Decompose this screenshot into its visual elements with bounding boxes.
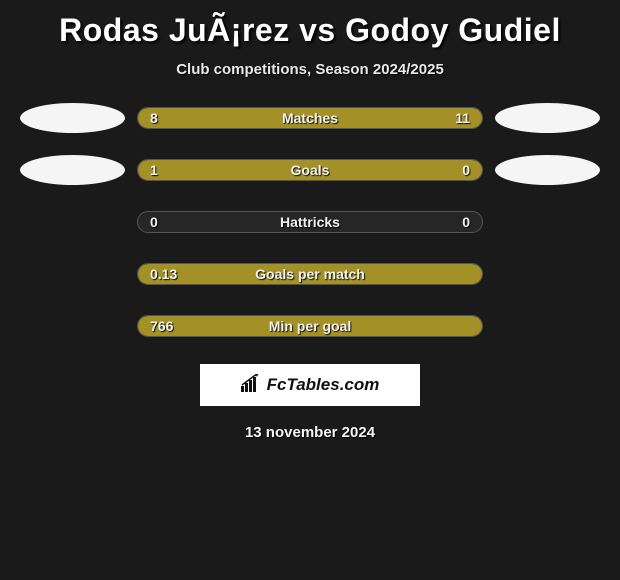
stat-value-left: 766 bbox=[150, 318, 173, 334]
stat-row: 1 0 Goals bbox=[0, 158, 620, 182]
stat-row: 766 Min per goal bbox=[0, 314, 620, 338]
player-left-marker bbox=[20, 103, 125, 133]
stat-row: 8 11 Matches bbox=[0, 106, 620, 130]
stats-section: 8 11 Matches 1 0 Goals 0 0 Hattricks 0.13 Goals pe… bbox=[0, 106, 620, 338]
stat-value-right: 11 bbox=[455, 110, 470, 126]
stat-label: Goals bbox=[291, 162, 330, 178]
player-left-marker bbox=[20, 155, 125, 185]
stat-label: Goals per match bbox=[255, 266, 365, 282]
stat-bar: 0 0 Hattricks bbox=[137, 211, 483, 233]
stat-row: 0 0 Hattricks bbox=[0, 210, 620, 234]
bar-fill-left bbox=[138, 160, 413, 180]
stat-value-left: 8 bbox=[150, 110, 158, 126]
stat-value-right: 0 bbox=[462, 162, 470, 178]
comparison-card: Rodas JuÃ¡rez vs Godoy Gudiel Club compe… bbox=[0, 0, 620, 441]
date-label: 13 november 2024 bbox=[0, 424, 620, 441]
branding-text: FcTables.com bbox=[267, 375, 380, 395]
stat-bar: 0.13 Goals per match bbox=[137, 263, 483, 285]
bar-fill-left bbox=[138, 108, 282, 128]
branding-inner: FcTables.com bbox=[241, 374, 380, 397]
branding-badge[interactable]: FcTables.com bbox=[200, 364, 420, 406]
stat-label: Hattricks bbox=[280, 214, 340, 230]
subtitle: Club competitions, Season 2024/2025 bbox=[0, 61, 620, 78]
stat-bar: 1 0 Goals bbox=[137, 159, 483, 181]
stat-value-left: 0 bbox=[150, 214, 158, 230]
player-right-marker bbox=[495, 103, 600, 133]
stat-bar: 766 Min per goal bbox=[137, 315, 483, 337]
page-title: Rodas JuÃ¡rez vs Godoy Gudiel bbox=[0, 4, 620, 55]
chart-icon bbox=[241, 374, 263, 397]
stat-bar: 8 11 Matches bbox=[137, 107, 483, 129]
bar-fill-right bbox=[413, 160, 482, 180]
stat-label: Min per goal bbox=[269, 318, 351, 334]
stat-value-left: 0.13 bbox=[150, 266, 177, 282]
stat-row: 0.13 Goals per match bbox=[0, 262, 620, 286]
player-right-marker bbox=[495, 155, 600, 185]
stat-value-right: 0 bbox=[462, 214, 470, 230]
stat-label: Matches bbox=[282, 110, 338, 126]
stat-value-left: 1 bbox=[150, 162, 158, 178]
